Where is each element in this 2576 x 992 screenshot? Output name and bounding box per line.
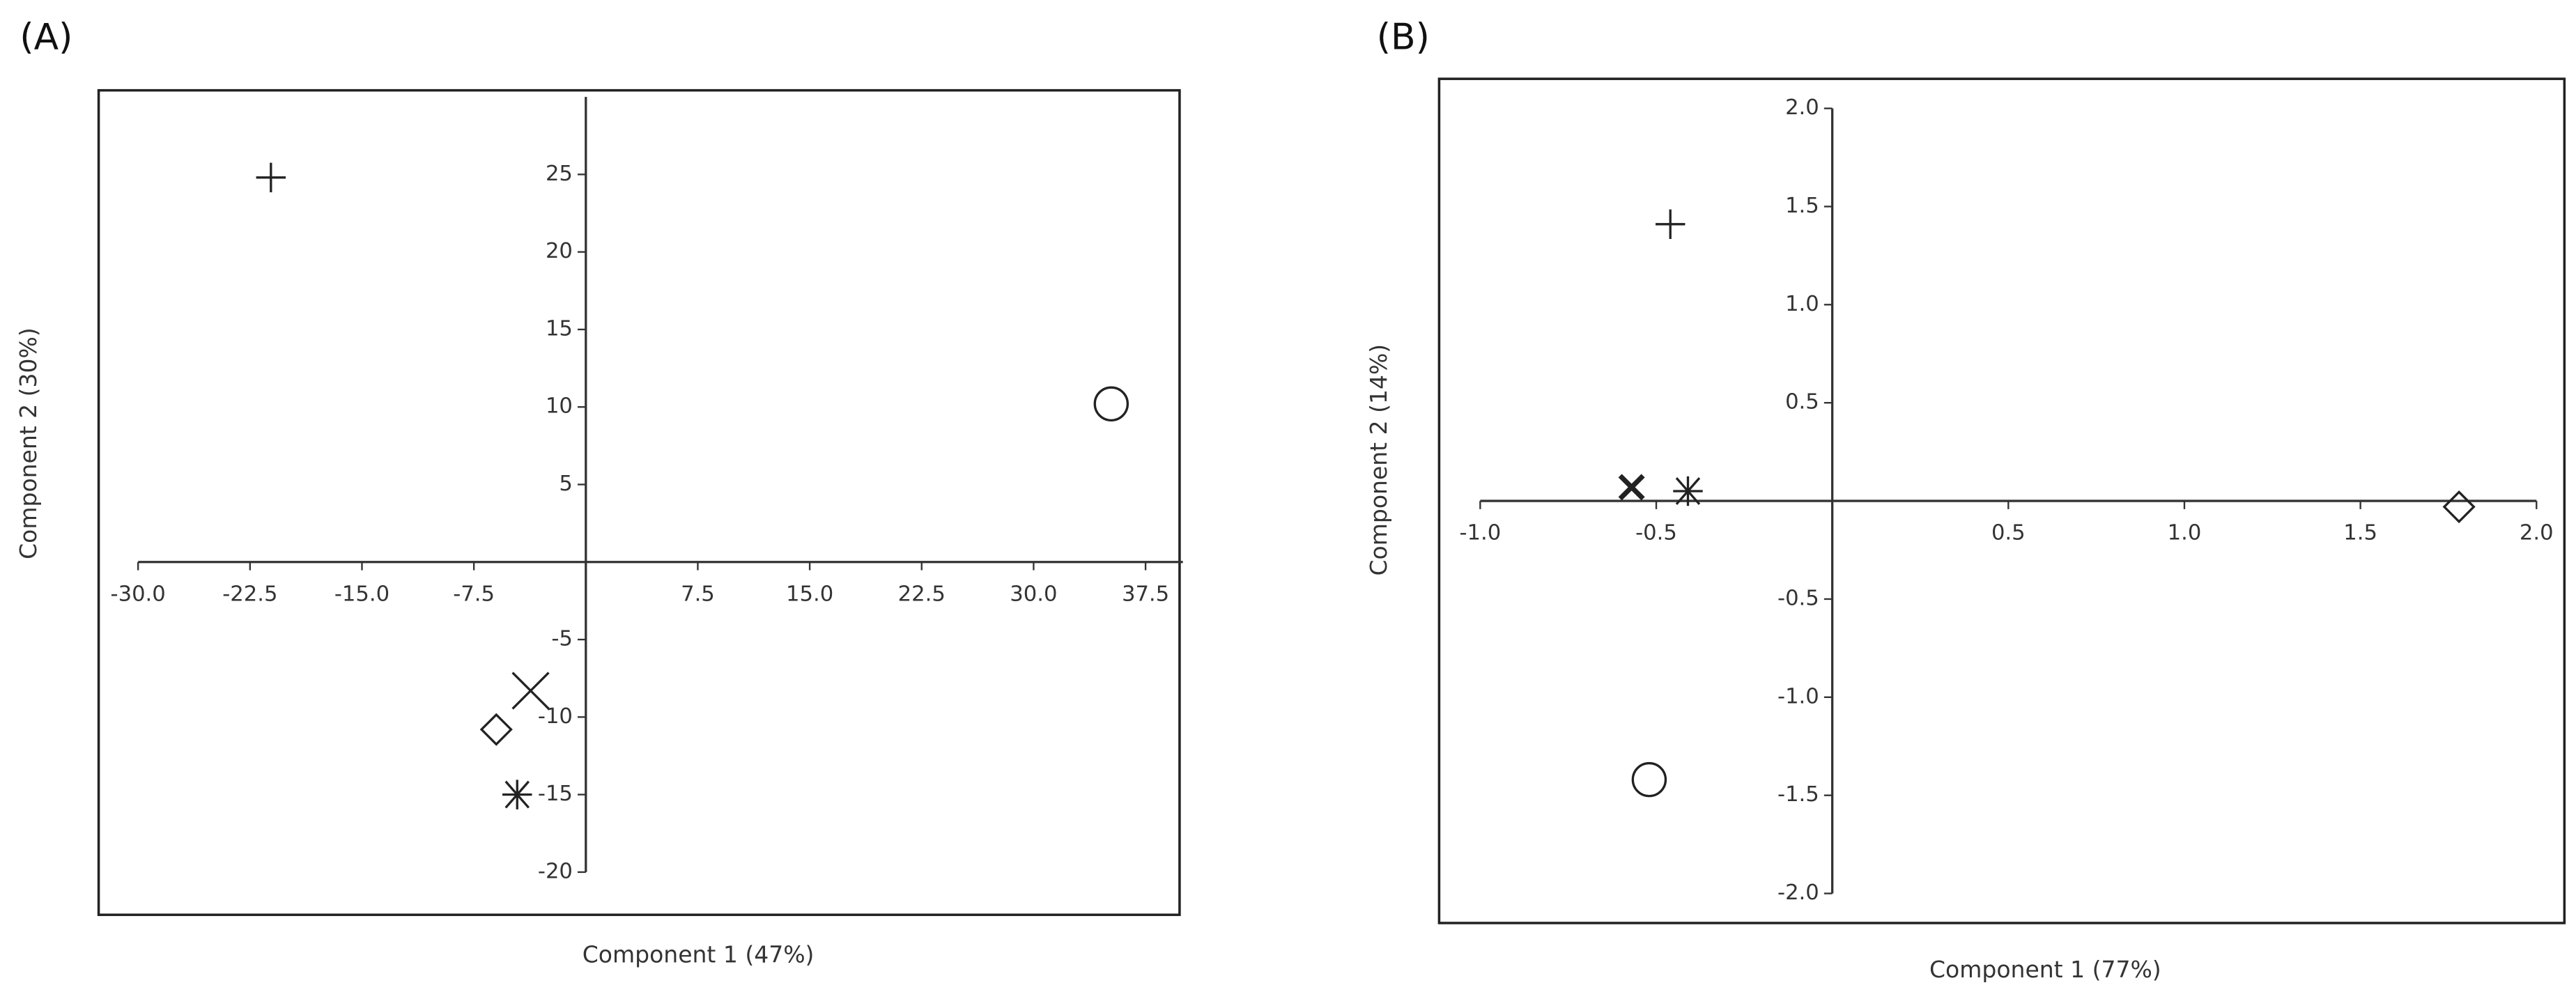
x-tick-label: 0.5	[1991, 521, 2026, 545]
frame	[97, 88, 1181, 916]
x-tick-label: -30.0	[111, 582, 166, 606]
marker-stroke	[1631, 761, 1667, 798]
point	[1618, 474, 1645, 501]
y-tick-label: -1.0	[1777, 684, 1819, 708]
x-tick-label: -1.0	[1459, 521, 1501, 545]
x-tick-label: -0.5	[1635, 521, 1677, 545]
x-tick-label: -7.5	[453, 582, 495, 606]
x-axis-label: Component 1 (77%)	[1929, 956, 2161, 983]
marker-stroke	[1618, 474, 1645, 501]
frame	[1437, 77, 2566, 924]
marker-stroke	[1093, 386, 1129, 421]
y-axis-label: Component 2 (30%)	[15, 327, 42, 559]
point	[2442, 490, 2476, 524]
y-tick-label: 25	[546, 162, 573, 186]
point	[1673, 476, 1703, 506]
x-tick-label: 30.0	[1010, 582, 1057, 606]
y-tick-label: 2.0	[1785, 95, 1819, 120]
y-tick-label: -5	[551, 627, 573, 651]
x-tick-label: 1.0	[2168, 521, 2202, 545]
marker-stroke	[2442, 490, 2476, 524]
x-tick-label: 22.5	[898, 582, 946, 606]
x-tick-label: 37.5	[1122, 582, 1169, 606]
point	[1655, 209, 1686, 240]
marker-stroke	[511, 672, 550, 710]
marker-stroke	[479, 713, 513, 746]
y-tick-label: -15	[538, 782, 573, 806]
x-axis-label: Component 1 (47%)	[583, 941, 815, 968]
x-tick-label: 1.5	[2343, 521, 2377, 545]
x-tick-label: 7.5	[681, 582, 715, 606]
x-tick-label: -15.0	[334, 582, 390, 606]
y-tick-label: -2.0	[1777, 881, 1819, 905]
y-tick-label: 10	[546, 394, 573, 419]
y-tick-label: 0.5	[1785, 390, 1819, 414]
point	[1093, 386, 1129, 421]
point	[1631, 761, 1667, 798]
panel-label: (A)	[20, 17, 72, 59]
point	[479, 713, 513, 746]
x-tick-label: 15.0	[786, 582, 833, 606]
y-tick-label: 5	[559, 472, 572, 496]
point	[511, 672, 550, 710]
point	[256, 162, 286, 193]
y-tick-label: -10	[538, 704, 573, 729]
x-tick-label: -22.5	[222, 582, 277, 606]
y-axis-label: Component 2 (14%)	[1365, 344, 1392, 576]
y-tick-label: 1.5	[1785, 194, 1819, 218]
y-tick-label: -0.5	[1777, 586, 1819, 610]
y-tick-label: 20	[546, 239, 573, 263]
panel-label: (B)	[1377, 17, 1430, 59]
point	[502, 780, 532, 809]
x-tick-label: 2.0	[2520, 521, 2554, 545]
y-tick-label: -20	[538, 859, 573, 883]
y-tick-label: 1.0	[1785, 292, 1819, 316]
y-tick-label: 15	[546, 316, 573, 341]
y-tick-label: -1.5	[1777, 782, 1819, 807]
